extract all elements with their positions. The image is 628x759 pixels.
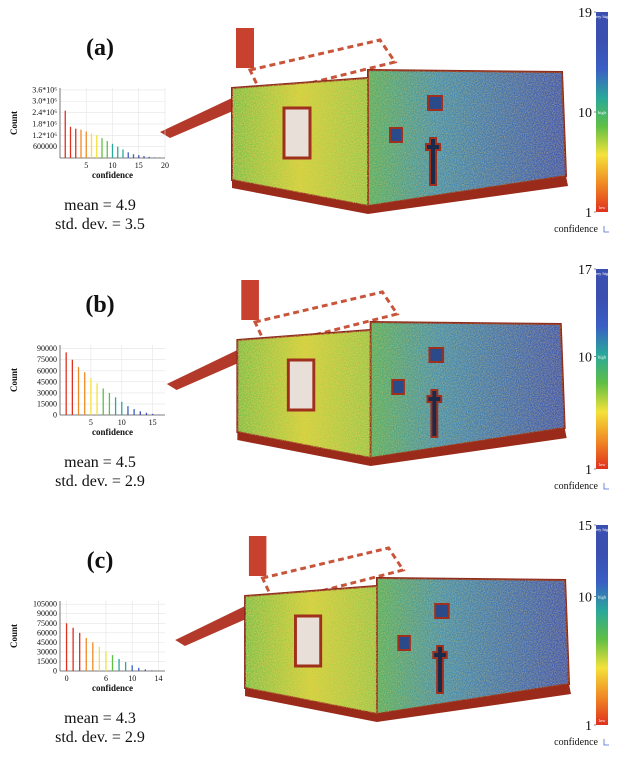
y-tick-label: 3.6*10⁶ <box>32 85 57 94</box>
x-axis-label: confidence <box>92 170 133 180</box>
y-tick-label: 105000 <box>33 600 57 609</box>
colorbar-bottom-label: low <box>599 462 607 467</box>
colorbar-tick-label: 19 <box>578 6 592 21</box>
y-tick-label: 30000 <box>37 388 57 397</box>
colorbar-tick-label: 10 <box>578 590 592 605</box>
colorbar-axis-glyph <box>603 226 609 233</box>
y-tick-label: 75000 <box>37 355 57 364</box>
colorbar-top-label: very high <box>593 271 611 276</box>
stat-annotation: std. dev. = 2.9 <box>55 729 145 746</box>
colorbar-tick-label: 15 <box>578 519 592 534</box>
colorbar-title: confidence <box>554 224 598 235</box>
stat-annotation: mean = 4.3 <box>64 710 136 727</box>
y-tick-label: 90000 <box>37 609 57 618</box>
y-tick-label: 0 <box>53 667 57 676</box>
colorbar-bottom-label: low <box>599 205 607 210</box>
colorbar-tick-label: 1 <box>585 206 592 221</box>
colorbar-title: confidence <box>554 737 598 748</box>
stat-annotation: mean = 4.5 <box>64 454 136 471</box>
y-tick-label: 1.2*10⁶ <box>32 131 57 140</box>
y-tick-label: 90000 <box>37 344 57 353</box>
y-axis-label: Count <box>9 111 19 135</box>
panel-label: (b) <box>85 292 114 318</box>
colorbar-axis-glyph <box>603 739 609 746</box>
y-tick-label: 1.8*10⁶ <box>32 119 57 128</box>
y-tick-label: 75000 <box>37 619 57 628</box>
y-tick-label: 45000 <box>37 638 57 647</box>
colorbar <box>596 269 608 469</box>
colorbar-tick-label: 10 <box>578 106 592 121</box>
colorbar-top-label: very high <box>593 527 611 532</box>
colorbar-mid-label: high <box>598 110 607 115</box>
x-axis-label: confidence <box>92 427 133 437</box>
colorbar-axis-glyph <box>603 483 609 490</box>
panel-label: (c) <box>87 548 114 574</box>
panel-label: (a) <box>86 35 114 61</box>
point-cloud-b <box>167 280 567 466</box>
y-tick-label: 0 <box>53 411 57 420</box>
x-tick-label: 10 <box>109 161 117 170</box>
x-axis-label: confidence <box>92 683 133 693</box>
colorbar-tick-label: 1 <box>585 463 592 478</box>
colorbar-tick-label: 1 <box>585 719 592 734</box>
x-tick-label: 6 <box>104 674 108 683</box>
point-cloud-a <box>160 28 568 214</box>
colorbar-tick-label: 17 <box>578 263 592 278</box>
x-tick-label: 5 <box>89 418 93 427</box>
y-tick-label: 45000 <box>37 377 57 386</box>
y-tick-label: 15000 <box>37 657 57 666</box>
colorbar-title: confidence <box>554 481 598 492</box>
y-axis-label: Count <box>9 368 19 392</box>
x-tick-label: 20 <box>161 161 169 170</box>
y-tick-label: 600000 <box>33 142 57 151</box>
stat-annotation: std. dev. = 2.9 <box>55 473 145 490</box>
y-tick-label: 60000 <box>37 628 57 637</box>
x-tick-label: 14 <box>154 674 162 683</box>
colorbar-tick-label: 10 <box>578 351 592 366</box>
y-tick-label: 30000 <box>37 647 57 656</box>
point-cloud-c <box>175 536 571 722</box>
x-tick-label: 0 <box>65 674 69 683</box>
colorbar-bottom-label: low <box>599 718 607 723</box>
x-tick-label: 5 <box>84 161 88 170</box>
x-tick-label: 10 <box>128 674 136 683</box>
y-tick-label: 15000 <box>37 399 57 408</box>
x-tick-label: 15 <box>149 418 157 427</box>
stat-annotation: mean = 4.9 <box>64 197 136 214</box>
y-tick-label: 60000 <box>37 366 57 375</box>
colorbar-top-label: very high <box>593 14 611 19</box>
stat-annotation: std. dev. = 3.5 <box>55 216 145 233</box>
y-axis-label: Count <box>9 624 19 648</box>
x-tick-label: 10 <box>118 418 126 427</box>
x-tick-label: 15 <box>135 161 143 170</box>
y-tick-label: 3.0*10⁶ <box>32 97 57 106</box>
colorbar <box>596 525 608 725</box>
colorbar-mid-label: high <box>598 355 607 360</box>
y-tick-label: 2.4*10⁶ <box>32 108 57 117</box>
colorbar-mid-label: high <box>598 594 607 599</box>
colorbar <box>596 12 608 212</box>
